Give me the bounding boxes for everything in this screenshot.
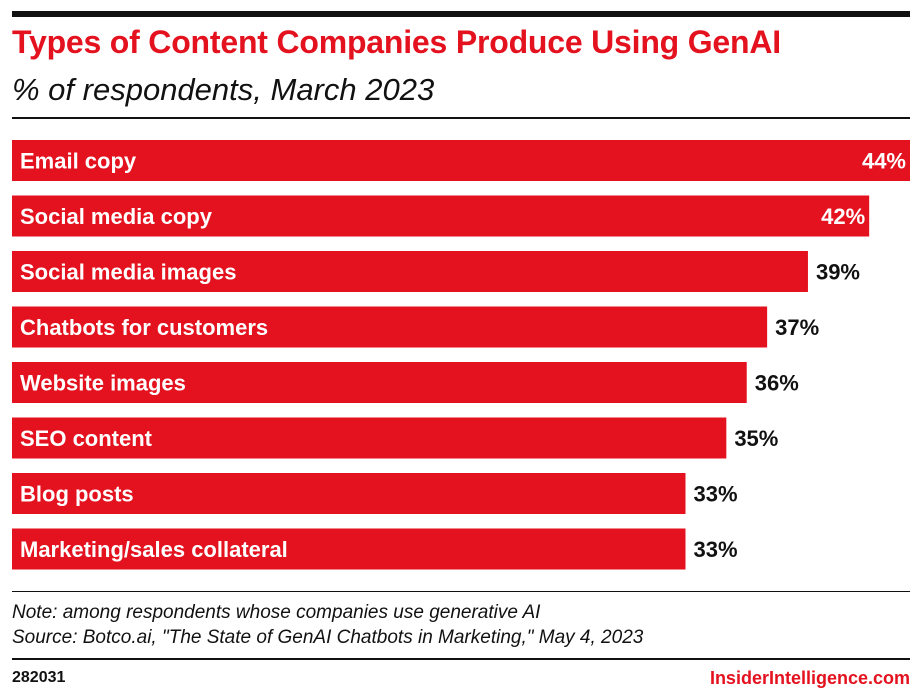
bar-row-8: Marketing/sales collateral 33% bbox=[12, 528, 738, 570]
footer-rule bbox=[12, 658, 910, 660]
bar bbox=[12, 417, 727, 459]
bar bbox=[12, 195, 870, 237]
chart-id: 282031 bbox=[12, 669, 66, 686]
bar-category-label: Email copy bbox=[20, 149, 137, 174]
header-rule bbox=[12, 117, 910, 119]
chart-subtitle: % of respondents, March 2023 bbox=[12, 72, 435, 107]
bar-row-6: SEO content 35% bbox=[12, 417, 778, 459]
bar bbox=[12, 251, 808, 292]
bar-row-2: Social media copy 42% bbox=[12, 195, 870, 237]
bar-value-label: 37% bbox=[775, 315, 819, 340]
bar-row-5: Website images 36% bbox=[12, 362, 799, 403]
bar-chart: Email copy 44%Social media copy 42%Social … bbox=[12, 140, 910, 570]
bar-value-label: 44% bbox=[862, 149, 906, 174]
bar-category-label: Chatbots for customers bbox=[20, 315, 268, 340]
bar bbox=[12, 473, 686, 514]
bar-category-label: Blog posts bbox=[20, 482, 134, 507]
chart-source: Source: Botco.ai, "The State of GenAI Ch… bbox=[12, 627, 644, 648]
chart-note: Note: among respondents whose companies … bbox=[12, 602, 541, 623]
bar-row-1: Email copy 44% bbox=[12, 140, 910, 181]
bar-value-label: 35% bbox=[734, 426, 778, 451]
bar-row-3: Social media images 39% bbox=[12, 251, 860, 292]
notes-rule bbox=[12, 591, 910, 592]
chart-title: Types of Content Companies Produce Using… bbox=[12, 24, 781, 60]
bar-value-label: 33% bbox=[694, 482, 738, 507]
bar bbox=[12, 306, 768, 348]
bar-row-4: Chatbots for customers 37% bbox=[12, 306, 819, 348]
bar bbox=[12, 362, 747, 403]
bar-category-label: SEO content bbox=[20, 426, 153, 451]
bar-row-7: Blog posts 33% bbox=[12, 473, 738, 514]
bar bbox=[12, 140, 910, 181]
bar-category-label: Marketing/sales collateral bbox=[20, 537, 288, 562]
bar-value-label: 42% bbox=[821, 204, 865, 229]
bar bbox=[12, 528, 686, 570]
brand-link[interactable]: InsiderIntelligence.com bbox=[709, 668, 910, 688]
top-rule bbox=[12, 11, 910, 17]
bar-category-label: Website images bbox=[20, 371, 186, 396]
bar-value-label: 39% bbox=[816, 260, 860, 285]
bar-value-label: 33% bbox=[694, 537, 738, 562]
bar-category-label: Social media copy bbox=[20, 204, 213, 229]
bar-value-label: 36% bbox=[755, 371, 799, 396]
bar-category-label: Social media images bbox=[20, 260, 236, 285]
